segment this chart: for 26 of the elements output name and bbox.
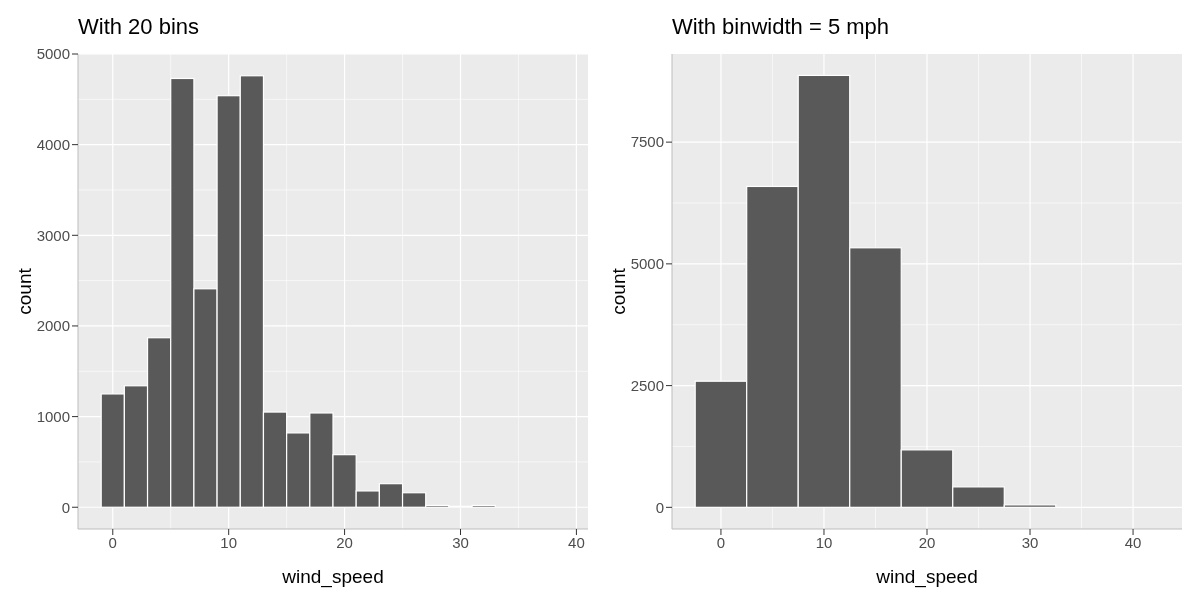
- y-tick-label: 5000: [36, 45, 70, 63]
- x-tick-label: 40: [568, 533, 585, 551]
- x-tick-label: 30: [1021, 533, 1039, 551]
- x-tick-label: 0: [108, 533, 117, 551]
- x-tick-label: 40: [1124, 533, 1142, 551]
- y-tick-label: 5000: [630, 255, 664, 273]
- x-tick-label: 20: [336, 533, 353, 551]
- x-tick-label: 10: [815, 533, 833, 551]
- y-tick-label: 1000: [36, 407, 70, 425]
- x-tick-label: 30: [452, 533, 469, 551]
- x-tick-label: 10: [220, 533, 238, 551]
- y-tick-label: 3000: [36, 226, 70, 244]
- chart-title: With 20 bins: [77, 13, 201, 41]
- x-axis-title: wind_speed: [875, 566, 978, 588]
- x-tick-label: 20: [918, 533, 936, 551]
- x-axis-title: wind_speed: [281, 566, 384, 588]
- y-tick-label: 0: [655, 498, 664, 516]
- x-tick-label: 0: [716, 533, 726, 551]
- chart-title: With binwidth = 5 mph: [671, 13, 891, 41]
- y-tick-label: 0: [61, 498, 70, 516]
- y-tick-label: 7500: [630, 133, 664, 151]
- y-axis-title: count: [607, 267, 629, 315]
- y-tick-label: 2500: [630, 376, 664, 394]
- y-tick-label: 4000: [36, 135, 70, 153]
- y-tick-label: 2000: [36, 317, 70, 335]
- y-axis-title: count: [13, 267, 35, 315]
